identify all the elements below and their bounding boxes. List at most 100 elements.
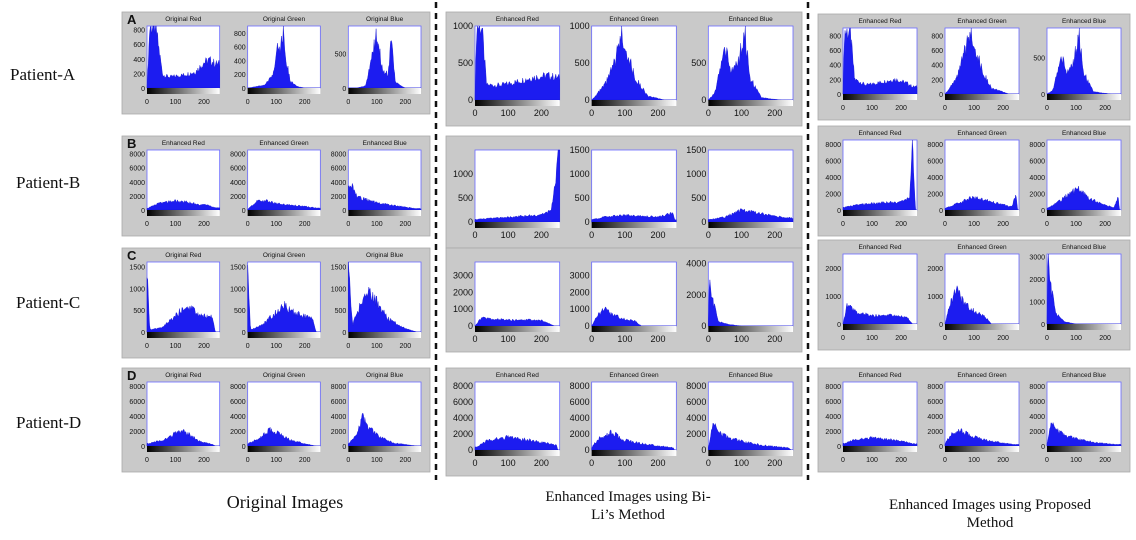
- x-tick-label: 100: [270, 343, 282, 350]
- y-tick-label: 6000: [453, 397, 473, 407]
- y-tick-label: 0: [585, 321, 590, 331]
- y-tick-label: 2000: [129, 429, 145, 436]
- y-tick-label: 500: [133, 308, 145, 315]
- histogram-area: [146, 199, 220, 211]
- gray-colorbar: [147, 446, 220, 452]
- histogram-area: [247, 426, 321, 447]
- y-tick-label: 0: [468, 445, 473, 455]
- column-title-proposed-line2: Method: [967, 515, 1014, 531]
- y-tick-label: 2000: [686, 429, 706, 439]
- x-tick-label: 200: [198, 343, 210, 350]
- y-tick-label: 8000: [927, 142, 943, 149]
- patient-label-b: Patient-B: [16, 173, 80, 192]
- histogram-area: [1046, 421, 1122, 447]
- y-tick-label: 1000: [230, 286, 246, 293]
- y-tick-label: 0: [837, 322, 841, 329]
- histogram-panel: Original Green 0 500 1000 1500 0 100 200: [230, 252, 321, 350]
- x-tick-label: 100: [1070, 457, 1082, 464]
- histogram-area: [842, 27, 918, 95]
- x-tick-label: 0: [841, 221, 845, 228]
- histogram-panel: Original Green 0 2000 4000 6000 8000 0 100 200: [230, 372, 321, 464]
- y-tick-label: 0: [701, 217, 706, 227]
- gray-colorbar: [475, 222, 560, 228]
- y-tick-label: 0: [939, 208, 943, 215]
- y-tick-label: 1000: [1029, 299, 1045, 306]
- y-tick-label: 2000: [927, 266, 943, 273]
- x-tick-label: 100: [501, 334, 516, 344]
- y-tick-label: 0: [1041, 208, 1045, 215]
- y-tick-label: 0: [837, 208, 841, 215]
- gray-colorbar: [591, 222, 677, 228]
- y-tick-label: 2000: [230, 194, 246, 201]
- histogram-area: [474, 316, 560, 327]
- histogram-area: [247, 265, 321, 333]
- plot-area: [146, 149, 221, 211]
- y-tick-label: 0: [242, 444, 246, 451]
- histogram-title: Enhanced Blue: [363, 140, 407, 147]
- x-tick-label: 0: [1045, 335, 1049, 342]
- y-tick-label: 6000: [686, 397, 706, 407]
- x-tick-label: 200: [651, 108, 666, 118]
- y-tick-label: 8000: [129, 152, 145, 159]
- x-tick-label: 100: [371, 457, 383, 464]
- x-tick-label: 100: [734, 458, 749, 468]
- x-tick-label: 200: [895, 335, 907, 342]
- y-tick-label: 8000: [230, 384, 246, 391]
- gray-colorbar: [147, 332, 220, 338]
- x-tick-label: 0: [943, 221, 947, 228]
- histogram-title: Enhanced Blue: [1062, 372, 1106, 379]
- y-tick-label: 400: [829, 63, 841, 70]
- histogram-area: [348, 261, 421, 333]
- x-tick-label: 100: [501, 230, 516, 240]
- histogram-panel: Enhanced Green 0 2000 4000 6000 8000 0 100 200: [927, 372, 1020, 464]
- y-tick-label: 2000: [230, 429, 246, 436]
- x-tick-label: 100: [617, 334, 632, 344]
- gray-colorbar: [945, 446, 1019, 452]
- x-tick-label: 200: [399, 343, 411, 350]
- x-tick-label: 200: [767, 458, 782, 468]
- gray-colorbar: [348, 210, 421, 216]
- histogram-panel: Enhanced Green 0 2000 4000 6000 8000 0 100 200: [570, 372, 677, 468]
- y-tick-label: 600: [234, 45, 246, 52]
- plot-area: [842, 381, 918, 447]
- histogram-title: Enhanced Green: [957, 18, 1007, 25]
- y-tick-label: 0: [141, 330, 145, 337]
- x-tick-label: 0: [246, 99, 250, 106]
- x-tick-label: 0: [706, 458, 711, 468]
- y-tick-label: 4000: [331, 180, 347, 187]
- y-tick-label: 8000: [927, 384, 943, 391]
- gray-colorbar: [247, 332, 321, 338]
- histogram-panel: 0 2000 4000 0 100 200: [686, 259, 794, 344]
- y-tick-label: 200: [829, 77, 841, 84]
- y-tick-label: 500: [575, 58, 590, 68]
- x-tick-label: 0: [472, 334, 477, 344]
- y-tick-label: 2000: [825, 192, 841, 199]
- y-tick-label: 4000: [927, 414, 943, 421]
- gray-colorbar: [708, 222, 793, 228]
- x-tick-label: 0: [706, 108, 711, 118]
- y-tick-label: 500: [691, 58, 706, 68]
- y-tick-label: 1000: [825, 294, 841, 301]
- x-tick-label: 0: [1045, 457, 1049, 464]
- y-tick-label: 0: [585, 445, 590, 455]
- panel-letter: C: [127, 248, 137, 263]
- plot-area: [1046, 253, 1122, 325]
- histogram-title: Enhanced Red: [858, 244, 901, 251]
- y-tick-label: 0: [1041, 322, 1045, 329]
- x-tick-label: 100: [866, 457, 878, 464]
- x-tick-label: 0: [346, 343, 350, 350]
- x-tick-label: 200: [1099, 105, 1111, 112]
- x-tick-label: 0: [472, 230, 477, 240]
- x-tick-label: 0: [943, 457, 947, 464]
- y-tick-label: 400: [234, 58, 246, 65]
- y-tick-label: 0: [939, 92, 943, 99]
- histogram-title: Enhanced Green: [609, 16, 659, 23]
- y-tick-label: 0: [701, 445, 706, 455]
- histogram-title: Enhanced Red: [496, 372, 539, 379]
- x-tick-label: 0: [589, 108, 594, 118]
- gray-colorbar: [475, 326, 560, 332]
- x-tick-label: 200: [399, 99, 411, 106]
